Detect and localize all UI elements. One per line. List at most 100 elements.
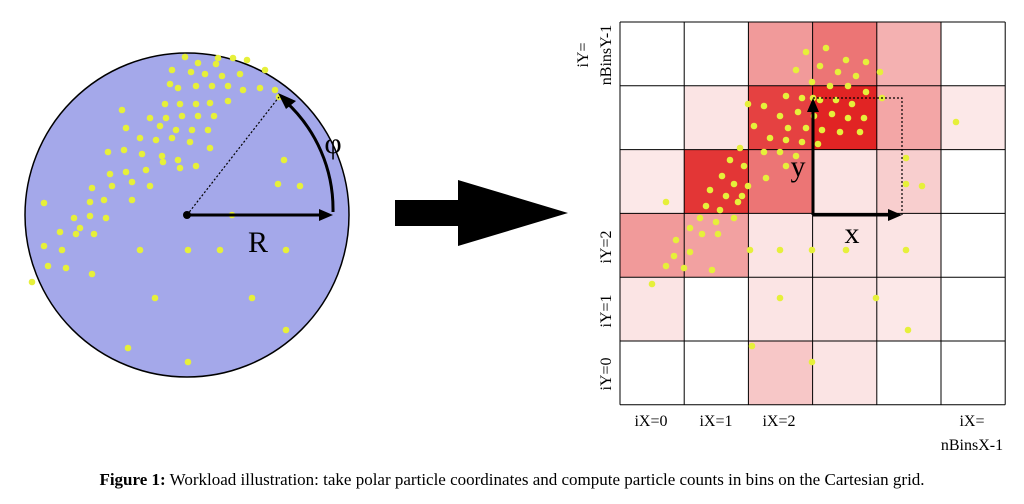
grid-particle <box>818 126 826 134</box>
polar-particle <box>159 158 167 166</box>
grid-particle <box>776 112 784 120</box>
polar-particle <box>274 180 282 188</box>
grid-particle <box>746 246 754 254</box>
polar-particle <box>282 326 290 334</box>
grid-particle <box>792 66 800 74</box>
grid-particle <box>856 128 864 136</box>
polar-particle <box>181 53 189 61</box>
heat-cell <box>620 213 685 278</box>
polar-particle <box>122 168 130 176</box>
row-label-last-line2: nBinsY-1 <box>598 25 615 85</box>
grid-particle <box>792 152 800 160</box>
polar-particle <box>194 112 202 120</box>
grid-particle <box>738 192 746 200</box>
grid-particle <box>744 100 752 108</box>
heat-cell <box>876 85 941 150</box>
y-label: y <box>791 150 806 183</box>
grid-particle <box>828 110 836 118</box>
polar-particle <box>151 294 159 302</box>
polar-particle <box>124 344 132 352</box>
figure-caption: Figure 1: Workload illustration: take po… <box>0 470 1024 490</box>
grid-particle <box>902 246 910 254</box>
grid-particle <box>862 58 870 66</box>
polar-particle <box>208 82 216 90</box>
angle-label: φ <box>324 127 341 160</box>
grid-particle <box>750 122 758 130</box>
polar-particle <box>62 264 70 272</box>
heat-cell <box>941 85 1006 150</box>
grid-particle <box>836 128 844 136</box>
grid-particle <box>802 124 810 132</box>
polar-particle <box>136 246 144 254</box>
polar-particle <box>128 196 136 204</box>
polar-particle <box>106 170 114 178</box>
heat-cell <box>684 22 749 86</box>
polar-particle <box>86 198 94 206</box>
polar-particle <box>142 166 150 174</box>
polar-particle <box>218 72 226 80</box>
heat-cell <box>876 213 941 278</box>
grid-lines <box>619 21 1006 406</box>
polar-particle <box>174 156 182 164</box>
polar-particle <box>70 214 78 222</box>
grid-particle <box>782 162 790 170</box>
angle-arrowhead <box>278 93 296 109</box>
polar-particle <box>104 148 112 156</box>
heat-cell <box>620 85 685 150</box>
polar-particle <box>158 152 166 160</box>
grid-particle <box>904 326 912 334</box>
heat-cell <box>748 149 813 214</box>
polar-particle <box>146 182 154 190</box>
polar-particle <box>72 230 80 238</box>
grid-particle <box>876 68 884 76</box>
polar-particle <box>239 86 247 94</box>
grid-particle <box>808 358 816 366</box>
heat-cell <box>812 22 877 86</box>
polar-particle <box>136 134 144 142</box>
heat-cell <box>812 277 877 341</box>
polar-particle <box>282 246 290 254</box>
polar-particle <box>224 97 232 105</box>
heat-cell <box>684 277 749 341</box>
grid-particle <box>734 198 742 206</box>
transform-arrow <box>395 180 568 246</box>
grid-particle <box>842 56 850 64</box>
grid-particle <box>822 44 830 52</box>
caption-label: Figure 1: <box>99 470 166 489</box>
grid-particle <box>740 162 748 170</box>
heat-cell <box>620 277 685 341</box>
grid-particle <box>766 134 774 142</box>
polar-particle <box>40 199 48 207</box>
polar-particle <box>138 150 146 158</box>
grid-particle <box>670 252 678 260</box>
polar-particle <box>88 184 96 192</box>
grid-particle <box>702 202 710 210</box>
polar-particle <box>188 126 196 134</box>
particle-radius-dotted-line <box>186 96 280 216</box>
grid-particle <box>708 266 716 274</box>
grid-particle <box>748 342 756 350</box>
heat-cell <box>941 341 1006 405</box>
grid-particle <box>842 246 850 254</box>
heat-cell <box>748 213 813 278</box>
polar-particle <box>216 246 224 254</box>
grid-particle <box>816 62 824 70</box>
grid-particle <box>776 294 784 302</box>
polar-particle <box>86 212 94 220</box>
heat-cell <box>876 22 941 86</box>
heat-cell <box>941 277 1006 341</box>
polar-particle <box>152 136 160 144</box>
grid-particle <box>848 100 856 108</box>
particle-projection-dotted-lines <box>813 97 903 215</box>
polar-particle <box>201 70 209 78</box>
polar-particle <box>176 164 184 172</box>
grid-particle <box>798 138 806 146</box>
row-label-iy1: iY=1 <box>598 294 615 327</box>
grid-particle <box>662 262 670 270</box>
grid-particle <box>794 108 802 116</box>
heat-cell <box>812 213 877 278</box>
polar-particle <box>118 106 126 114</box>
col-label-ix0: iX=0 <box>634 413 667 430</box>
grid-particle <box>844 82 852 90</box>
